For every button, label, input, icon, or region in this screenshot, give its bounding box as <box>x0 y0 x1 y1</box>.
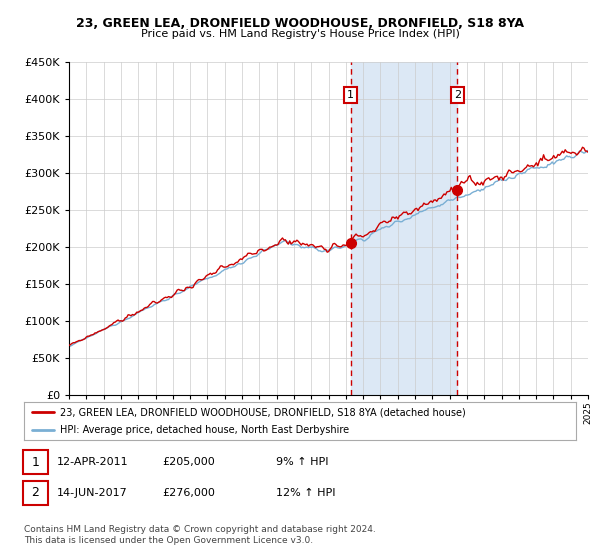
Text: Price paid vs. HM Land Registry's House Price Index (HPI): Price paid vs. HM Land Registry's House … <box>140 29 460 39</box>
Text: 2: 2 <box>454 90 461 100</box>
Text: 12% ↑ HPI: 12% ↑ HPI <box>276 488 335 498</box>
Text: 9% ↑ HPI: 9% ↑ HPI <box>276 457 329 467</box>
Bar <box>350 62 457 395</box>
Text: Contains HM Land Registry data © Crown copyright and database right 2024.
This d: Contains HM Land Registry data © Crown c… <box>24 525 376 545</box>
Text: 2: 2 <box>31 486 40 500</box>
Text: £276,000: £276,000 <box>162 488 215 498</box>
Text: £205,000: £205,000 <box>162 457 215 467</box>
Text: 23, GREEN LEA, DRONFIELD WOODHOUSE, DRONFIELD, S18 8YA (detached house): 23, GREEN LEA, DRONFIELD WOODHOUSE, DRON… <box>60 407 466 417</box>
Text: 1: 1 <box>31 455 40 469</box>
Text: HPI: Average price, detached house, North East Derbyshire: HPI: Average price, detached house, Nort… <box>60 425 349 435</box>
Text: 12-APR-2011: 12-APR-2011 <box>57 457 128 467</box>
Text: 1: 1 <box>347 90 354 100</box>
Text: 23, GREEN LEA, DRONFIELD WOODHOUSE, DRONFIELD, S18 8YA: 23, GREEN LEA, DRONFIELD WOODHOUSE, DRON… <box>76 17 524 30</box>
Text: 14-JUN-2017: 14-JUN-2017 <box>57 488 128 498</box>
